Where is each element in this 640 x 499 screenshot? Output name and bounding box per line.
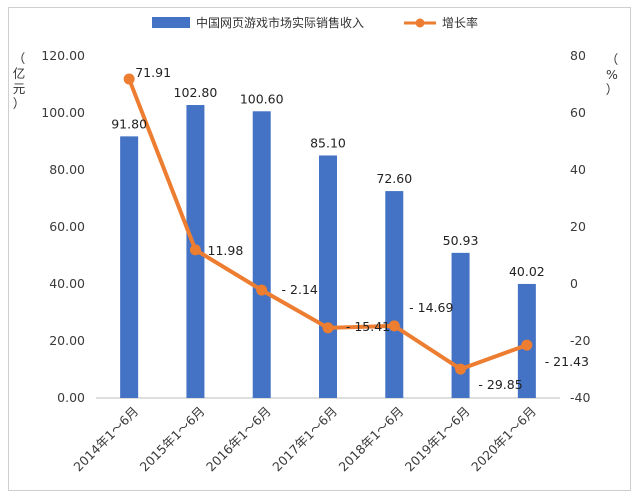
legend-bar-label: 中国网页游戏市场实际销售收入 (196, 15, 364, 30)
bar (319, 155, 337, 398)
line-data-label: 71.91 (135, 65, 171, 80)
bar-data-label: 100.60 (240, 91, 284, 106)
bar (252, 111, 271, 398)
line-data-label: - 15.41 (346, 319, 390, 334)
right-axis-tick-label: 20 (570, 219, 586, 234)
right-axis-tick-label: -20 (570, 333, 590, 348)
growth-marker (256, 284, 268, 296)
legend: 中国网页游戏市场实际销售收入 增长率 (152, 15, 478, 30)
x-axis-tick-label: 2018年1～6月 (336, 404, 407, 475)
growth-marker (388, 320, 400, 332)
right-axis-tick-label: 0 (570, 276, 578, 291)
bar (451, 252, 470, 398)
line-data-label: 11.98 (208, 243, 244, 258)
left-axis-unit: （ 亿 元 ） (13, 51, 26, 111)
bar-data-label: 50.93 (443, 233, 479, 248)
right-axis-unit-char: % (606, 67, 618, 82)
right-axis-tick-label: 40 (570, 162, 586, 177)
growth-marker (455, 363, 467, 375)
left-axis-tick-label: 80.00 (49, 162, 85, 177)
bar-data-label: 72.60 (376, 171, 412, 186)
left-axis-tick-label: 0.00 (57, 390, 85, 405)
line-data-label: - 29.85 (478, 377, 522, 392)
plot-area: 0.00 20.00 40.00 60.00 80.00 100.00 120.00 -40 -… (41, 48, 590, 474)
x-axis-tick-label: 2015年1～6月 (137, 404, 208, 475)
x-axis-tick-label: 2014年1～6月 (70, 404, 141, 475)
x-axis-tick-label: 2020年1～6月 (468, 404, 539, 475)
legend-line-marker (415, 18, 425, 28)
x-axis-tick-label: 2017年1～6月 (269, 404, 340, 475)
bar-data-label: 85.10 (310, 135, 346, 150)
bar (385, 191, 404, 398)
right-axis-unit-char: （ (606, 52, 619, 67)
left-axis-unit-char: ） (13, 96, 26, 111)
line-data-label: - 14.69 (409, 300, 453, 315)
right-axis-tick-label: 60 (570, 105, 586, 120)
bar-data-label: 102.80 (174, 85, 218, 100)
x-axis-tick-label: 2019年1～6月 (402, 404, 473, 475)
growth-marker (521, 339, 533, 351)
right-axis-unit-char: ） (606, 82, 619, 97)
left-axis-unit-char: 亿 (13, 66, 26, 81)
left-axis-unit-char: （ (13, 51, 26, 66)
right-axis-unit: （ % ） (606, 52, 619, 97)
legend-line-label: 增长率 (442, 15, 478, 30)
left-axis-tick-label: 100.00 (41, 105, 85, 120)
bar (120, 136, 139, 398)
legend-bar-swatch (152, 17, 190, 28)
line-data-label: - 2.14 (282, 282, 318, 297)
bar-data-label: 91.80 (111, 116, 147, 131)
left-axis-unit-char: 元 (13, 81, 26, 96)
left-axis-tick-label: 20.00 (49, 333, 85, 348)
left-axis-tick-label: 40.00 (49, 276, 85, 291)
line-data-label: - 21.43 (545, 354, 589, 369)
left-axis-tick-label: 120.00 (41, 48, 85, 63)
growth-marker (322, 322, 334, 334)
growth-marker (123, 73, 135, 85)
growth-marker (189, 244, 201, 256)
x-axis-tick-label: 2016年1～6月 (203, 404, 274, 475)
bar-data-label: 40.02 (509, 264, 545, 279)
right-axis-tick-label: 80 (570, 48, 586, 63)
left-axis-tick-label: 60.00 (49, 219, 85, 234)
right-axis-tick-label: -40 (570, 390, 590, 405)
